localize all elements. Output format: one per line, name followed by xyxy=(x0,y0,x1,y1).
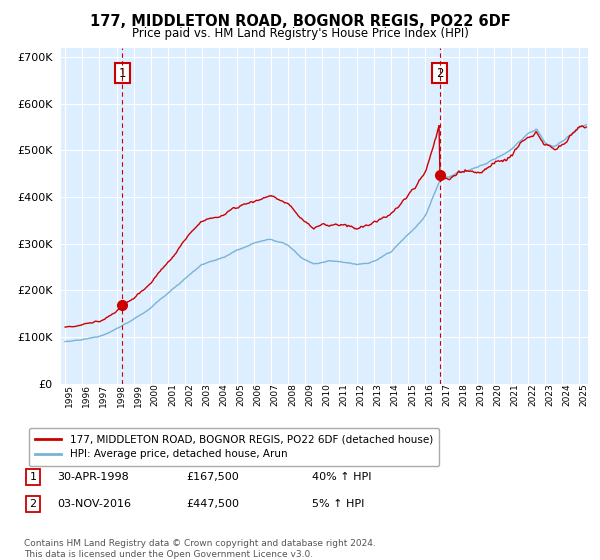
Text: 2003: 2003 xyxy=(202,384,211,407)
Text: 5% ↑ HPI: 5% ↑ HPI xyxy=(312,499,364,509)
Text: 1999: 1999 xyxy=(134,384,143,407)
Text: 177, MIDDLETON ROAD, BOGNOR REGIS, PO22 6DF: 177, MIDDLETON ROAD, BOGNOR REGIS, PO22 … xyxy=(89,14,511,29)
Text: 2009: 2009 xyxy=(305,384,314,407)
Text: 1998: 1998 xyxy=(116,384,125,407)
Text: 1997: 1997 xyxy=(100,384,109,407)
Text: 1995: 1995 xyxy=(65,384,74,407)
Text: 2015: 2015 xyxy=(408,384,417,407)
Text: 2022: 2022 xyxy=(528,384,537,406)
Text: 2013: 2013 xyxy=(374,384,383,407)
Text: 2016: 2016 xyxy=(425,384,434,407)
Text: Contains HM Land Registry data © Crown copyright and database right 2024.
This d: Contains HM Land Registry data © Crown c… xyxy=(24,539,376,559)
Text: Price paid vs. HM Land Registry's House Price Index (HPI): Price paid vs. HM Land Registry's House … xyxy=(131,27,469,40)
Text: 2010: 2010 xyxy=(322,384,331,407)
Text: 03-NOV-2016: 03-NOV-2016 xyxy=(57,499,131,509)
Text: 2012: 2012 xyxy=(356,384,365,407)
Text: 2018: 2018 xyxy=(460,384,469,407)
Text: 2023: 2023 xyxy=(545,384,554,407)
Text: 1: 1 xyxy=(118,67,126,80)
Legend: 177, MIDDLETON ROAD, BOGNOR REGIS, PO22 6DF (detached house), HPI: Average price: 177, MIDDLETON ROAD, BOGNOR REGIS, PO22 … xyxy=(29,428,439,466)
Text: 2017: 2017 xyxy=(442,384,451,407)
Text: 2005: 2005 xyxy=(236,384,245,407)
Text: 2021: 2021 xyxy=(511,384,520,407)
Text: 30-APR-1998: 30-APR-1998 xyxy=(57,472,129,482)
Text: 2014: 2014 xyxy=(391,384,400,407)
Text: £167,500: £167,500 xyxy=(186,472,239,482)
Text: 2025: 2025 xyxy=(580,384,589,407)
Text: 2020: 2020 xyxy=(494,384,503,407)
Text: 2008: 2008 xyxy=(288,384,297,407)
Text: 2: 2 xyxy=(436,67,443,80)
Text: 2001: 2001 xyxy=(168,384,177,407)
Text: 2007: 2007 xyxy=(271,384,280,407)
Text: 2011: 2011 xyxy=(340,384,349,407)
Text: 2002: 2002 xyxy=(185,384,194,407)
Text: 1: 1 xyxy=(29,472,37,482)
Text: 2004: 2004 xyxy=(220,384,229,407)
Text: £447,500: £447,500 xyxy=(186,499,239,509)
Text: 2024: 2024 xyxy=(562,384,571,406)
Text: 40% ↑ HPI: 40% ↑ HPI xyxy=(312,472,371,482)
Text: 2000: 2000 xyxy=(151,384,160,407)
Text: 2019: 2019 xyxy=(476,384,485,407)
Text: 2006: 2006 xyxy=(254,384,263,407)
Text: 1996: 1996 xyxy=(82,384,91,407)
Text: 2: 2 xyxy=(29,499,37,509)
